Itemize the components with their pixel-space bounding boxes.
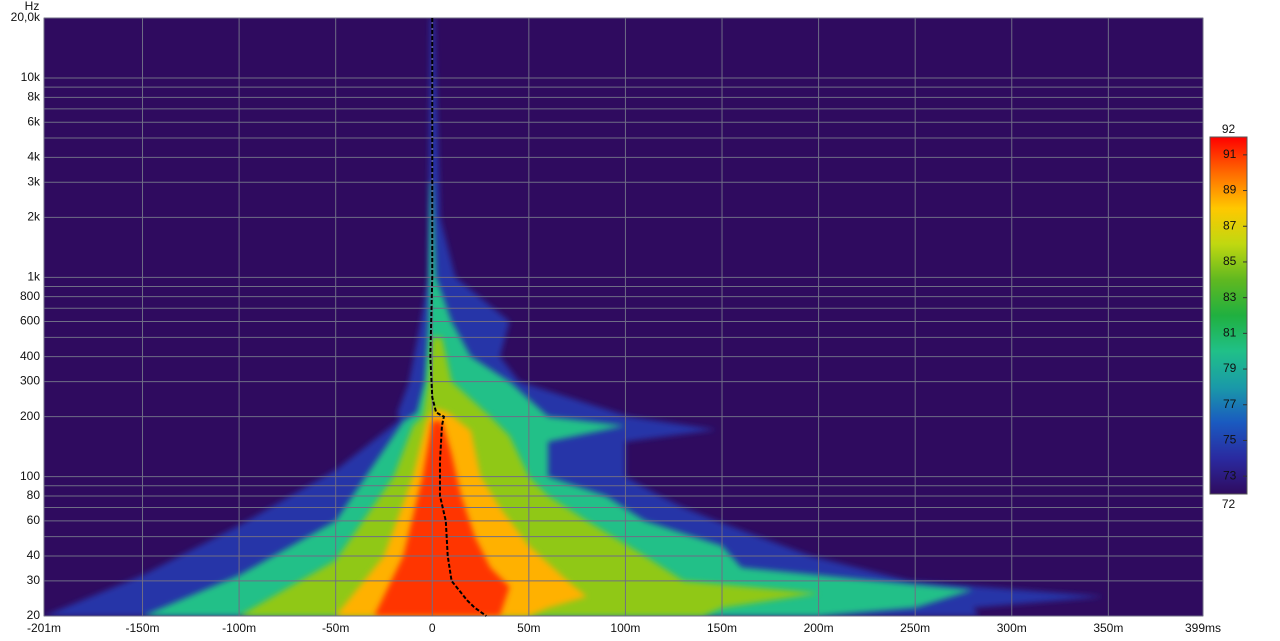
y-tick-label: 40 bbox=[27, 548, 41, 562]
y-tick-label: 10k bbox=[21, 70, 41, 84]
x-tick-label: 0 bbox=[429, 621, 436, 635]
y-tick-label: 800 bbox=[20, 289, 40, 303]
x-tick-label: -50m bbox=[322, 621, 349, 635]
x-tick-label: -201m bbox=[27, 621, 61, 635]
y-tick-label: 300 bbox=[20, 374, 40, 388]
contour bbox=[374, 421, 510, 616]
y-tick-label: 80 bbox=[27, 488, 41, 502]
y-tick-label: 60 bbox=[27, 513, 41, 527]
y-tick-label: 3k bbox=[27, 174, 41, 188]
x-tick-label: -100m bbox=[222, 621, 256, 635]
colorbar-tick-label: 75 bbox=[1223, 433, 1237, 447]
x-tick-label: -150m bbox=[126, 621, 160, 635]
y-unit: Hz bbox=[25, 0, 40, 13]
x-tick-label: 100m bbox=[610, 621, 640, 635]
y-tick-label: 20,0k bbox=[11, 10, 41, 24]
peak-line bbox=[429, 18, 487, 617]
y-tick-label: 4k bbox=[27, 149, 41, 163]
colorbar-tick-label: 89 bbox=[1223, 183, 1237, 197]
colorbar-tick-label: 77 bbox=[1223, 397, 1237, 411]
colorbar-tick-label: 83 bbox=[1223, 290, 1237, 304]
y-tick-label: 1k bbox=[27, 270, 41, 284]
y-tick-label: 2k bbox=[27, 210, 41, 224]
y-tick-label: 600 bbox=[20, 314, 40, 328]
colorbar-tick-label: 87 bbox=[1223, 218, 1237, 232]
y-tick-label: 100 bbox=[20, 469, 40, 483]
colorbar bbox=[1209, 136, 1248, 495]
x-tick-label: 50m bbox=[517, 621, 540, 635]
y-tick-label: 6k bbox=[27, 114, 41, 128]
colorbar-tick-label: 79 bbox=[1223, 361, 1237, 375]
colorbar-tick-label: 85 bbox=[1223, 254, 1237, 268]
y-tick-label: 20 bbox=[27, 608, 41, 622]
x-tick-label: 300m bbox=[997, 621, 1027, 635]
colorbar-tick-label: 91 bbox=[1223, 147, 1237, 161]
y-tick-label: 400 bbox=[20, 349, 40, 363]
y-tick-label: 200 bbox=[20, 409, 40, 423]
colorbar-min: 72 bbox=[1222, 497, 1236, 511]
x-tick-label: 200m bbox=[804, 621, 834, 635]
x-tick-label: 350m bbox=[1093, 621, 1123, 635]
colorbar-max: 92 bbox=[1222, 122, 1236, 136]
y-tick-label: 30 bbox=[27, 573, 41, 587]
colorbar-tick-label: 73 bbox=[1223, 468, 1237, 482]
y-tick-label: 8k bbox=[27, 89, 41, 103]
x-tick-label: 250m bbox=[900, 621, 930, 635]
x-tick-label: 150m bbox=[707, 621, 737, 635]
colorbar-tick-label: 81 bbox=[1223, 326, 1237, 340]
x-tick-label: 399ms bbox=[1185, 621, 1221, 635]
